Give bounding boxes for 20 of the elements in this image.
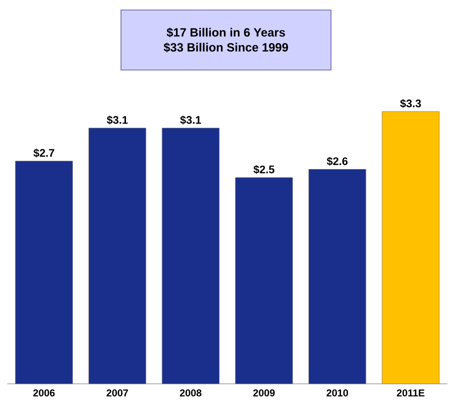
chart-title: $17 Billion in 6 Years (166, 28, 285, 38)
data-label: $3.1 (180, 116, 202, 125)
bar (382, 111, 440, 384)
x-tick-label: 2009 (253, 389, 275, 396)
x-tick-label: 2008 (180, 389, 202, 396)
x-tick-label: 2006 (33, 389, 55, 396)
bar (88, 128, 146, 384)
data-label: $2.6 (326, 156, 348, 166)
data-label: $2.7 (33, 148, 54, 158)
data-label: $3.1 (106, 116, 128, 125)
chart-subtitle: $33 Billion Since 1999 (164, 42, 288, 52)
data-label: $3.3 (400, 99, 421, 108)
x-tick-label: 2007 (106, 389, 128, 396)
bar (235, 177, 293, 384)
bar (308, 169, 366, 384)
data-label: $2.5 (253, 165, 274, 174)
x-tick-label: 2011E (396, 389, 424, 396)
bar (162, 128, 220, 384)
bar (15, 160, 73, 384)
x-tick-label: 2010 (326, 389, 348, 396)
